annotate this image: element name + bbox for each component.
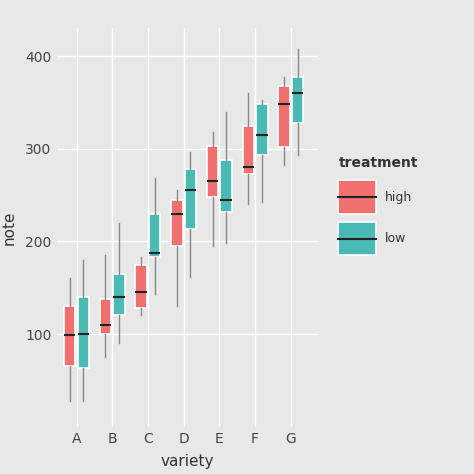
Text: low: low xyxy=(385,232,406,246)
PathPatch shape xyxy=(278,86,290,147)
Text: treatment: treatment xyxy=(338,156,418,171)
FancyBboxPatch shape xyxy=(338,181,375,214)
PathPatch shape xyxy=(243,126,254,174)
FancyBboxPatch shape xyxy=(338,222,375,255)
PathPatch shape xyxy=(149,214,160,257)
PathPatch shape xyxy=(100,299,111,334)
PathPatch shape xyxy=(113,274,125,316)
PathPatch shape xyxy=(292,77,303,123)
PathPatch shape xyxy=(220,160,232,212)
Y-axis label: note: note xyxy=(1,210,17,245)
PathPatch shape xyxy=(171,200,182,246)
PathPatch shape xyxy=(185,169,196,229)
PathPatch shape xyxy=(136,264,147,308)
PathPatch shape xyxy=(256,104,268,155)
X-axis label: variety: variety xyxy=(161,455,214,469)
PathPatch shape xyxy=(64,306,75,366)
PathPatch shape xyxy=(207,146,219,197)
PathPatch shape xyxy=(78,297,89,368)
Text: high: high xyxy=(385,191,412,204)
